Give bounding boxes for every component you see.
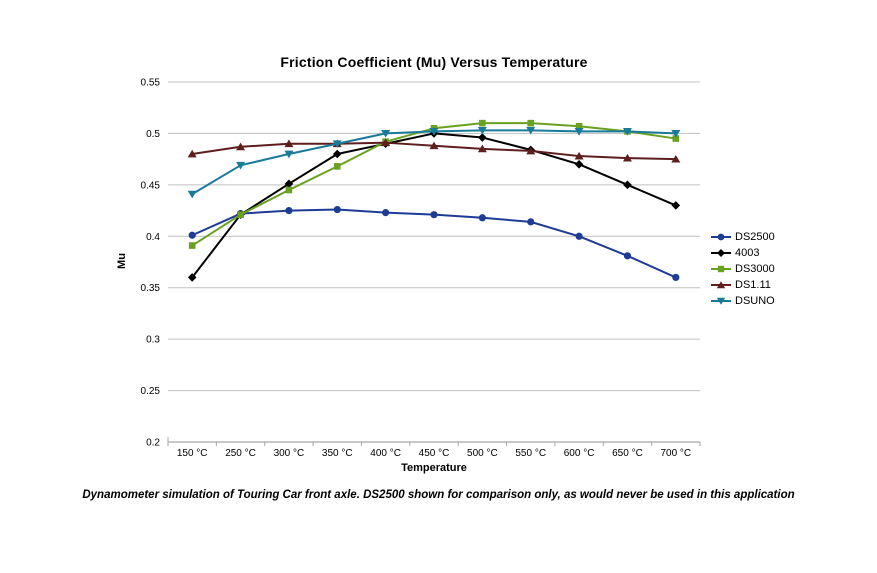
marker-circle bbox=[527, 218, 535, 226]
marker-circle bbox=[285, 206, 293, 215]
y-tick-label: 0.2 bbox=[146, 438, 160, 449]
marker-triangle-up bbox=[236, 142, 246, 151]
square-legend-icon bbox=[711, 265, 731, 273]
series-line-DS2500 bbox=[191, 208, 677, 279]
x-tick-label: 350 °C bbox=[322, 448, 353, 459]
marker-triangle-down bbox=[187, 190, 197, 199]
marker-diamond bbox=[574, 159, 584, 169]
marker-triangle-up bbox=[526, 146, 536, 155]
marker-triangle-down bbox=[284, 150, 294, 159]
legend-item-DS2500: DS2500 bbox=[711, 231, 775, 243]
marker-triangle-down bbox=[671, 130, 681, 138]
marker-diamond bbox=[284, 179, 294, 189]
marker-triangle-down bbox=[429, 127, 439, 136]
marker-square bbox=[237, 211, 244, 218]
marker-triangle-up bbox=[477, 144, 487, 153]
marker-triangle-down bbox=[574, 127, 584, 136]
legend-label: DS3000 bbox=[735, 263, 775, 275]
legend-label: 4003 bbox=[735, 247, 760, 259]
x-tick-label: 650 °C bbox=[612, 448, 643, 459]
marker-square bbox=[527, 119, 535, 127]
legend-item-DS111: DS1.11 bbox=[711, 279, 775, 291]
legend-label: DS2500 bbox=[735, 231, 775, 243]
marker-triangle-up bbox=[429, 141, 439, 150]
marker-diamond bbox=[187, 273, 197, 282]
marker-triangle-up bbox=[381, 138, 391, 147]
x-tick-label: 450 °C bbox=[419, 448, 450, 459]
marker-diamond bbox=[671, 201, 681, 210]
x-tick-label: 400 °C bbox=[370, 448, 401, 459]
marker-square bbox=[333, 163, 341, 170]
x-tick-label: 550 °C bbox=[515, 448, 546, 459]
series-line-4003 bbox=[191, 132, 677, 279]
marker-diamond bbox=[332, 149, 342, 159]
marker-triangle-down bbox=[477, 126, 487, 135]
triangle-down-legend-icon bbox=[711, 297, 731, 305]
y-tick-label: 0.55 bbox=[141, 78, 161, 89]
x-axis-label: Temperature bbox=[401, 462, 467, 474]
marker-triangle-up bbox=[574, 151, 584, 160]
marker-circle bbox=[430, 211, 438, 219]
marker-triangle-up bbox=[187, 149, 197, 158]
marker-triangle-down bbox=[236, 161, 246, 170]
marker-square bbox=[479, 119, 486, 127]
y-tick-label: 0.5 bbox=[146, 129, 160, 140]
marker-circle bbox=[333, 205, 341, 214]
marker-square bbox=[285, 186, 293, 194]
marker-triangle-up bbox=[622, 153, 632, 162]
footnote: Dynamometer simulation of Touring Car fr… bbox=[82, 489, 795, 501]
x-tick-label: 300 °C bbox=[274, 448, 305, 459]
marker-triangle-down bbox=[332, 140, 342, 148]
x-tick-label: 150 °C bbox=[177, 448, 208, 459]
y-tick-label: 0.3 bbox=[146, 335, 160, 346]
marker-circle bbox=[382, 209, 390, 217]
legend-item-4003: 4003 bbox=[711, 247, 775, 259]
marker-circle bbox=[188, 231, 196, 239]
marker-square bbox=[575, 122, 583, 130]
marker-circle bbox=[623, 252, 632, 260]
y-tick-label: 0.25 bbox=[141, 386, 161, 397]
legend: DS2500 4003 DS3000 DS1.11 DSUNO bbox=[711, 231, 775, 307]
series-line-DS3000 bbox=[191, 122, 677, 247]
triangle-up-legend-icon bbox=[711, 281, 731, 289]
y-tick-label: 0.35 bbox=[141, 283, 161, 294]
y-tick-label: 0.45 bbox=[141, 180, 161, 191]
marker-triangle-down bbox=[381, 130, 391, 138]
marker-triangle-up bbox=[671, 154, 681, 163]
y-tick-label: 0.4 bbox=[146, 232, 160, 243]
x-tick-label: 600 °C bbox=[564, 448, 595, 459]
marker-square bbox=[672, 135, 680, 142]
marker-triangle-up bbox=[284, 139, 294, 148]
x-tick-label: 700 °C bbox=[660, 448, 691, 459]
legend-label: DS1.11 bbox=[735, 279, 771, 291]
legend-item-DS3000: DS3000 bbox=[711, 263, 775, 275]
chart-title: Friction Coefficient (Mu) Versus Tempera… bbox=[280, 54, 588, 70]
legend-item-DSUNO: DSUNO bbox=[711, 295, 775, 307]
legend-label: DSUNO bbox=[735, 295, 775, 307]
circle-legend-icon bbox=[711, 233, 731, 241]
marker-diamond bbox=[623, 180, 632, 190]
marker-triangle-down bbox=[526, 126, 536, 135]
diamond-legend-icon bbox=[711, 249, 731, 257]
marker-circle bbox=[575, 232, 583, 240]
x-tick-label: 500 °C bbox=[467, 448, 498, 459]
marker-square bbox=[188, 242, 196, 249]
marker-diamond bbox=[478, 133, 487, 142]
marker-circle bbox=[672, 273, 680, 282]
marker-circle bbox=[478, 214, 486, 222]
x-tick-label: 250 °C bbox=[225, 448, 256, 459]
marker-triangle-down bbox=[622, 127, 632, 136]
